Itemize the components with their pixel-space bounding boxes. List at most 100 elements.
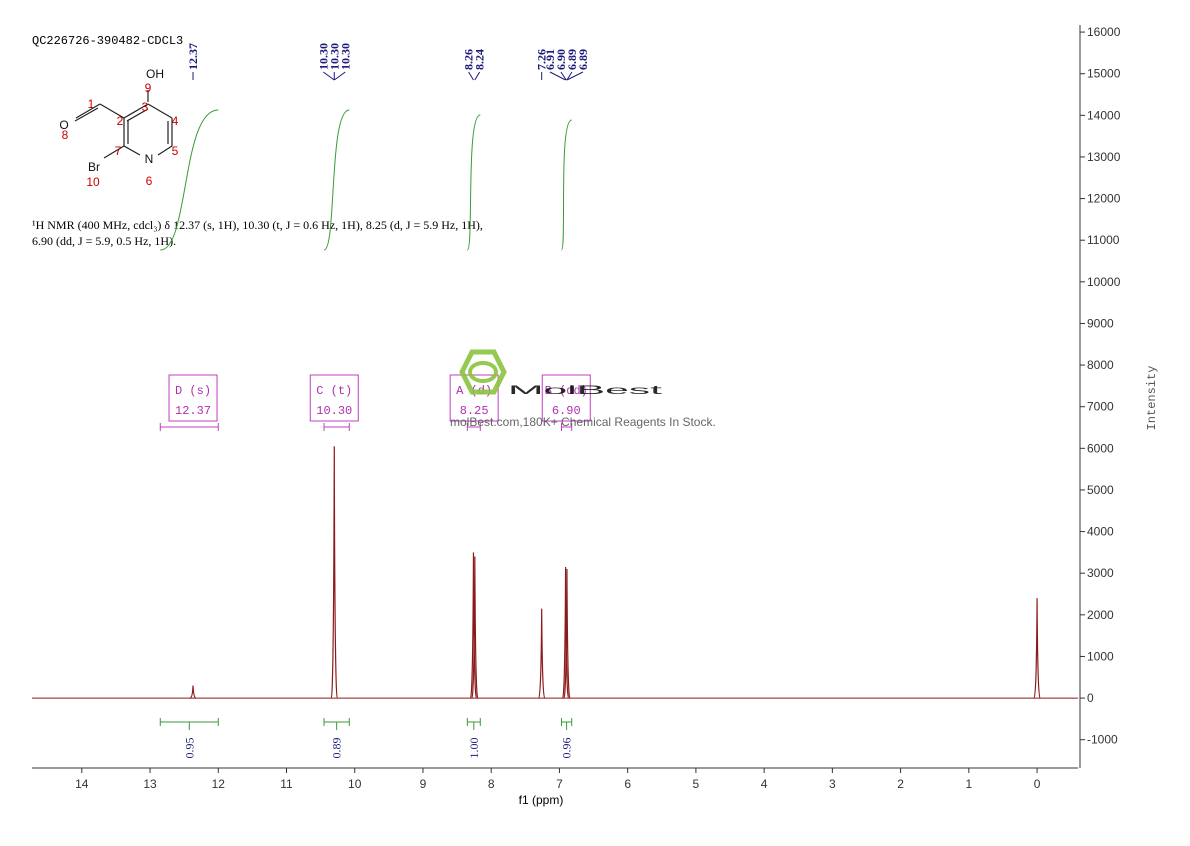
multiplet-range [560,423,573,431]
peak-label: 12.37 [186,43,200,70]
multiplet-name: C (t) [316,384,352,398]
watermark: MolBest molBest.com,180K+ Chemical Reage… [450,349,716,429]
peak [538,608,546,699]
multiplet-shift: 8.25 [460,404,489,418]
atom-label: 6 [146,174,153,188]
peak-label: 7.26 [535,49,549,70]
integral-value: 0.96 [560,738,574,759]
multiplet-range [323,423,350,431]
y-tick-label: 5000 [1087,483,1114,497]
peak [189,685,197,699]
integral-curve [466,114,481,251]
peak-label: 10.30 [338,43,352,70]
y-tick-label: 4000 [1087,525,1114,539]
multiplet-range [466,423,481,431]
x-tick-label: 12 [212,777,226,791]
multiplet-name: B (dd) [545,384,588,398]
y-tick-label: 10000 [1087,275,1121,289]
y-tick-label: 16000 [1087,25,1121,39]
y-axis-label: Intensity [1145,366,1159,431]
x-tick-label: 5 [693,777,700,791]
atom-label: 10 [86,175,100,189]
atom-label: 7 [115,144,122,158]
peak-label-leader [549,71,566,81]
multiplet-name: D (s) [175,384,211,398]
x-tick-label: 14 [75,777,89,791]
x-tick-label: 9 [420,777,427,791]
x-axis-label: f1 (ppm) [519,793,564,807]
x-tick-label: 11 [280,777,293,791]
x-tick-label: 3 [829,777,836,791]
multiplet-shift: 12.37 [175,404,211,418]
multiplet-range [159,423,219,431]
y-tick-label: 11000 [1087,233,1120,247]
peak [330,446,338,699]
y-tick-label: 15000 [1087,67,1121,81]
peak-label: 6.91 [543,49,557,70]
atom-label: 8 [62,128,69,142]
x-tick-label: 4 [761,777,768,791]
atom-label: 4 [172,114,179,128]
integral-bracket [466,718,481,730]
y-tick-label: -1000 [1087,733,1118,747]
integral-value: 0.89 [330,738,344,759]
peak-label: 10.30 [327,43,341,70]
peak-label-leader [322,71,335,81]
atom-label: OH [146,67,164,81]
x-tick-label: 1 [965,777,972,791]
peak-label: 6.89 [565,49,579,70]
atom-label: 3 [142,100,149,114]
multiplet-box [168,374,218,422]
x-tick-label: 0 [1034,777,1041,791]
watermark-tagline: molBest.com,180K+ Chemical Reagents In S… [450,415,716,429]
x-tick-label: 6 [624,777,631,791]
multiplet-shift: 10.30 [316,404,352,418]
x-tick-label: 2 [897,777,904,791]
peak-label: 8.24 [473,49,487,70]
integral-curve [323,109,350,251]
y-tick-label: 14000 [1087,108,1121,122]
y-tick-label: 13000 [1087,150,1121,164]
multiplet-box [541,374,591,422]
peak-label-leader [566,71,573,81]
atom-label: N [145,152,154,166]
integral-curve [160,109,219,251]
structure [74,90,173,159]
atom-label: 9 [145,81,152,95]
integral-bracket [560,718,573,730]
atom-label: O [59,118,68,132]
x-tick-label: 8 [488,777,495,791]
integral-value: 0.95 [182,738,196,759]
y-tick-label: 1000 [1087,649,1114,663]
x-tick-label: 13 [143,777,157,791]
watermark-brand: MolBest [508,383,664,397]
integral-bracket [159,718,219,730]
y-tick-label: 3000 [1087,566,1114,580]
peak-label: 6.89 [576,49,590,70]
atom-label: Br [88,160,100,174]
peak [563,569,571,699]
y-tick-label: 12000 [1087,192,1121,206]
nmr-description: ¹H NMR (400 MHz, cdcl₃) δ 12.37 (s, 1H),… [32,218,483,232]
peak-label-leader [474,71,481,81]
integral-bracket [323,718,350,730]
integral-curve [560,119,573,251]
peak [469,552,478,699]
atom-label: 1 [88,97,95,111]
multiplet-shift: 6.90 [552,404,581,418]
peak [1033,598,1041,699]
multiplet-box [449,374,499,422]
peak-label: 10.30 [316,43,330,70]
y-tick-label: 6000 [1087,441,1114,455]
peak-label: 6.90 [554,49,568,70]
peak-label-leader [468,71,474,81]
y-tick-label: 0 [1087,691,1094,705]
y-tick-label: 8000 [1087,358,1114,372]
integral-value: 1.00 [467,738,481,759]
nmr-description: 6.90 (dd, J = 5.9, 0.5 Hz, 1H). [32,234,176,248]
peak-label-leader [333,71,346,81]
x-tick-label: 10 [348,777,362,791]
y-tick-label: 2000 [1087,608,1114,622]
y-tick-label: 9000 [1087,316,1114,330]
